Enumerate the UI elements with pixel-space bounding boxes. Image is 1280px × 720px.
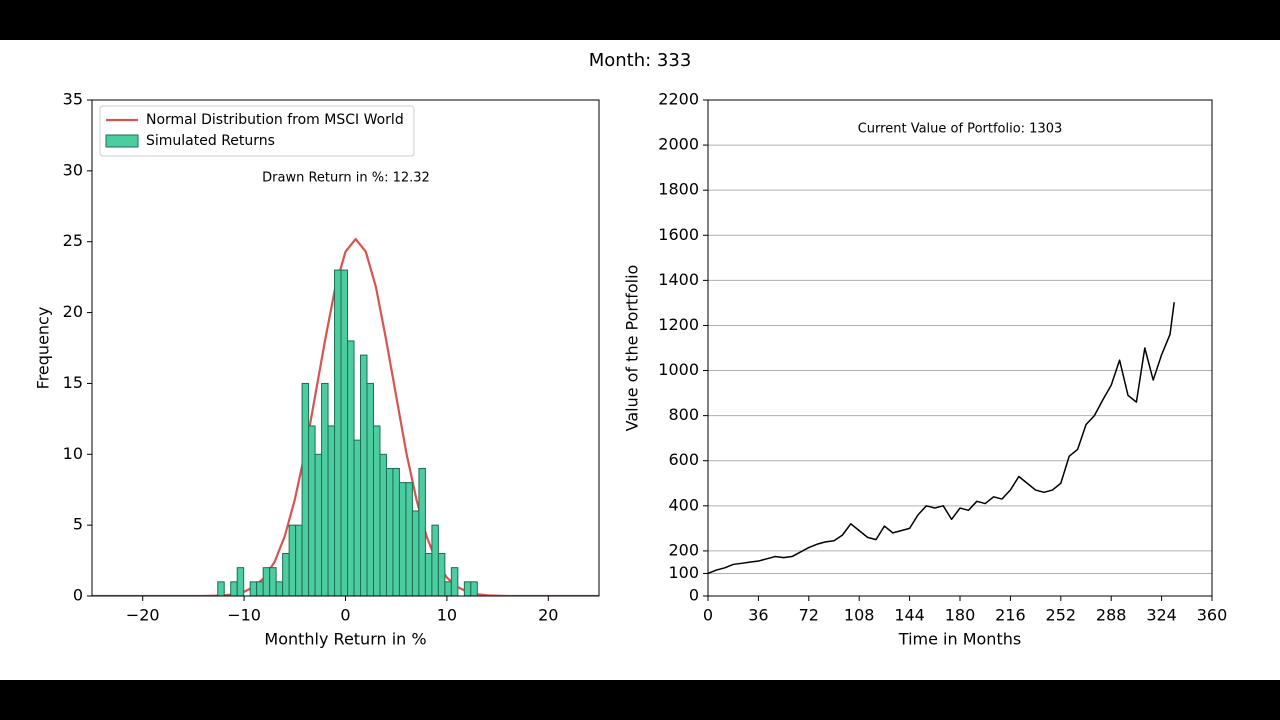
histogram-bar xyxy=(431,524,439,596)
x-tick-label: 180 xyxy=(945,606,976,625)
y-tick-label: 30 xyxy=(63,160,83,179)
y-tick-label: 1600 xyxy=(658,225,699,244)
annotation: Current Value of Portfolio: 1303 xyxy=(858,122,1063,137)
histogram-bar xyxy=(424,552,433,596)
annotation: Drawn Return in %: 12.32 xyxy=(262,171,430,186)
line xyxy=(92,237,599,596)
histogram-bar xyxy=(392,467,400,596)
y-tick-label: 1800 xyxy=(658,180,699,199)
histogram-bar xyxy=(236,567,245,596)
histogram-bar xyxy=(230,581,238,596)
histogram-bar xyxy=(398,482,407,596)
axes: 0 36 72 108 144 180 216 252 288 324 360 0 100 200 400 6… xyxy=(623,90,1228,649)
x-tick-label: 216 xyxy=(995,606,1026,625)
histogram-bar xyxy=(379,453,387,596)
x-tick-label: 0 xyxy=(703,606,713,625)
x-tick-label: −10 xyxy=(227,606,261,625)
histogram-bar xyxy=(327,425,336,596)
line xyxy=(708,302,1175,575)
x-tick-label: 0 xyxy=(340,606,350,625)
histogram-bar xyxy=(463,581,472,596)
histogram-bar xyxy=(353,439,362,596)
histogram-bar xyxy=(249,581,258,596)
histogram-bar xyxy=(275,581,284,596)
y-tick-label: 15 xyxy=(63,373,83,392)
histogram-bar xyxy=(256,581,264,596)
y-tick-label: 10 xyxy=(63,444,83,463)
y-tick-label: 2000 xyxy=(658,135,699,154)
x-tick-label: 324 xyxy=(1146,606,1177,625)
legend-label: Normal Distribution from MSCI World xyxy=(146,112,404,128)
x-tick-label: 360 xyxy=(1197,606,1228,625)
histogram-bar xyxy=(411,510,420,596)
y-axis-label: Frequency xyxy=(34,307,53,390)
y-tick-label: 1200 xyxy=(658,315,699,334)
legend-box xyxy=(99,105,415,157)
histogram-bar xyxy=(262,567,271,596)
y-tick-label: 600 xyxy=(668,450,699,469)
y-tick-label: 400 xyxy=(668,495,699,514)
y-tick-label: 200 xyxy=(668,540,699,559)
x-tick-label: 108 xyxy=(844,606,875,625)
x-tick-label: 72 xyxy=(799,606,819,625)
histogram-bar xyxy=(347,340,355,596)
histogram-bar xyxy=(437,552,446,596)
histogram-bar xyxy=(450,567,459,596)
histogram-bar xyxy=(314,453,323,596)
y-tick-label: 0 xyxy=(689,586,699,605)
legend: Normal Distribution from MSCI World Simul… xyxy=(99,105,415,157)
histogram-bar xyxy=(308,425,316,596)
legend-patch xyxy=(105,134,139,148)
x-tick-label: 252 xyxy=(1046,606,1077,625)
y-axis-label: Value of the Portfolio xyxy=(623,265,642,432)
x-tick-label: 144 xyxy=(894,606,925,625)
axes: −20 −10 0 10 20 0 5 10 15 20 25 30 35 Monthly Return … xyxy=(34,90,600,649)
y-tick-label: 0 xyxy=(73,586,83,605)
x-tick-label: 288 xyxy=(1096,606,1127,625)
histogram-bar xyxy=(405,482,413,596)
x-tick-label: −20 xyxy=(126,606,160,625)
y-tick-label: 1000 xyxy=(658,360,699,379)
histogram-bar xyxy=(295,524,303,596)
histogram-bar xyxy=(372,425,381,596)
y-tick-label: 25 xyxy=(63,231,83,250)
histogram-bar xyxy=(269,567,277,596)
histogram-bar xyxy=(360,354,368,596)
x-axis-label: Monthly Return in % xyxy=(264,630,426,649)
legend-label: Simulated Returns xyxy=(146,133,275,149)
y-tick-label: 5 xyxy=(73,515,83,534)
x-tick-label: 10 xyxy=(437,606,457,625)
histogram-bar xyxy=(321,382,329,596)
histogram-bar xyxy=(282,552,290,596)
histogram-bar xyxy=(366,382,374,596)
histogram-bar xyxy=(340,269,349,596)
y-tick-label: 20 xyxy=(63,302,83,321)
y-tick-label: 800 xyxy=(668,405,699,424)
x-tick-label: 36 xyxy=(748,606,768,625)
histogram-bar xyxy=(385,467,394,596)
histogram-bar xyxy=(301,382,310,596)
x-tick-label: 20 xyxy=(538,606,558,625)
y-tick-label: 2200 xyxy=(658,90,699,109)
y-tick-label: 35 xyxy=(63,90,83,109)
histogram-bar xyxy=(470,581,478,596)
histogram-bar xyxy=(334,269,342,596)
y-tick-label: 100 xyxy=(668,563,699,582)
plot-area xyxy=(708,302,1175,575)
histogram-bar xyxy=(418,467,426,596)
y-tick-label: 1400 xyxy=(658,270,699,289)
x-axis-label: Time in Months xyxy=(898,630,1021,649)
figure-title: Month: 333 xyxy=(589,50,692,71)
histogram-bar xyxy=(444,581,452,596)
histogram-bar xyxy=(217,581,225,596)
histogram-bar xyxy=(288,524,297,596)
